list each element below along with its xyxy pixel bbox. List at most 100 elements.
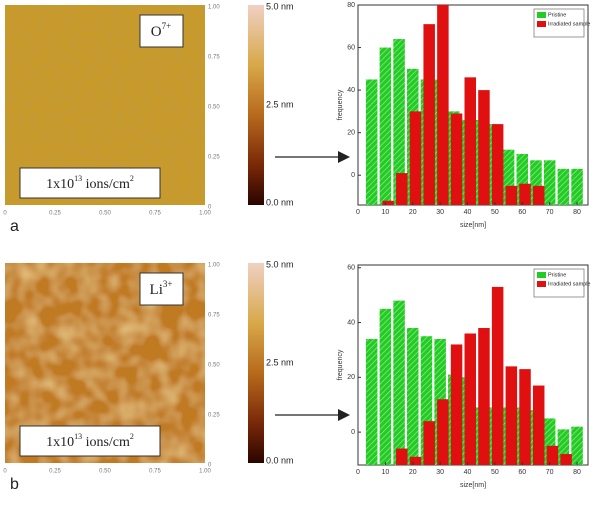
- afm-x-tick: 0: [3, 211, 7, 217]
- bar: [464, 333, 477, 465]
- fluence-unit: ions/cm: [82, 177, 130, 192]
- y-tick-label: 40: [347, 87, 355, 94]
- afm-x-tick: 0.75: [149, 469, 161, 475]
- fluence-unit: ions/cm: [82, 435, 130, 450]
- bar: [519, 369, 531, 465]
- bar: [532, 185, 545, 205]
- bar: [437, 5, 449, 205]
- y-tick-label: 0: [351, 172, 355, 179]
- legend-swatch: [537, 272, 546, 278]
- bar: [543, 418, 556, 465]
- afm-y-tick: 0: [208, 205, 212, 211]
- fluence-exp: 13: [74, 432, 82, 441]
- ion-charge: 7+: [162, 21, 172, 31]
- bar: [516, 153, 529, 205]
- bar: [379, 47, 392, 205]
- bar: [393, 300, 405, 465]
- colorbar: [248, 5, 264, 205]
- bar: [450, 113, 463, 205]
- bar: [491, 124, 504, 205]
- y-axis-label: frequency: [337, 349, 344, 380]
- x-tick-label: 70: [546, 209, 554, 216]
- ion-symbol: Li: [150, 282, 163, 298]
- afm-y-tick: 0.50: [208, 105, 220, 111]
- x-tick-label: 0: [356, 469, 360, 476]
- x-tick-label: 50: [491, 209, 499, 216]
- x-tick-label: 40: [464, 209, 472, 216]
- bar: [437, 399, 449, 465]
- bar: [491, 286, 504, 465]
- bar: [478, 90, 490, 205]
- fluence-unit-exp: 2: [130, 432, 134, 441]
- y-tick-label: 20: [347, 130, 355, 137]
- colorbar-label: 0.0 nm: [266, 197, 294, 207]
- afm-x-tick: 0: [3, 469, 7, 475]
- panel-label: a: [10, 218, 19, 235]
- afm-x-tick: 0.25: [49, 211, 61, 217]
- arrow-head: [338, 409, 350, 421]
- bar: [571, 426, 583, 465]
- x-tick-label: 80: [573, 209, 581, 216]
- bar: [379, 308, 392, 465]
- panel-label: b: [10, 476, 19, 493]
- bar: [365, 338, 378, 465]
- bar: [532, 385, 545, 465]
- legend-swatch: [537, 21, 546, 27]
- x-tick-label: 10: [381, 209, 389, 216]
- afm-y-tick: 0.75: [208, 55, 220, 61]
- bar: [393, 39, 405, 205]
- bar: [409, 456, 422, 465]
- fluence-label: 1x1013 ions/cm2: [46, 174, 134, 192]
- x-tick-label: 0: [356, 209, 360, 216]
- afm-x-tick: 0.50: [99, 211, 111, 217]
- bar: [543, 160, 556, 205]
- bar: [396, 448, 408, 465]
- bar: [557, 429, 570, 465]
- afm-x-tick: 0.75: [149, 211, 161, 217]
- fluence-box: [19, 425, 161, 457]
- colorbar-label: 5.0 nm: [266, 259, 294, 269]
- bar: [409, 111, 422, 205]
- bar: [382, 200, 394, 205]
- colorbar-label: 0.0 nm: [266, 455, 294, 465]
- afm-y-tick: 1.00: [208, 263, 220, 269]
- bar: [557, 168, 570, 205]
- legend-swatch: [537, 12, 546, 18]
- fluence-base: 1x10: [46, 435, 74, 450]
- afm-y-tick: 0.50: [208, 363, 220, 369]
- legend-label: Pristine: [548, 272, 566, 278]
- bar: [502, 149, 515, 205]
- y-tick-label: 60: [347, 44, 355, 51]
- colorbar: [248, 263, 264, 463]
- x-tick-label: 20: [409, 209, 417, 216]
- x-axis-label: size[nm]: [460, 222, 486, 229]
- afm-y-tick: 0.25: [208, 413, 220, 419]
- afm-x-tick: 1.00: [199, 469, 211, 475]
- bar: [571, 168, 583, 205]
- y-tick-label: 40: [347, 319, 355, 326]
- afm-x-tick: 0.50: [99, 469, 111, 475]
- bar: [505, 185, 518, 205]
- ion-label: O7+: [151, 21, 171, 40]
- fluence-box: [19, 167, 161, 199]
- bar: [505, 366, 518, 465]
- bar: [407, 328, 419, 465]
- y-tick-label: 60: [347, 265, 355, 272]
- arrow-head: [338, 151, 350, 163]
- x-tick-label: 40: [464, 469, 472, 476]
- x-tick-label: 60: [518, 469, 526, 476]
- afm-y-tick: 1.00: [208, 5, 220, 11]
- x-tick-label: 10: [381, 469, 389, 476]
- colorbar-label: 2.5 nm: [266, 99, 294, 109]
- x-axis-label: size[nm]: [460, 482, 486, 489]
- ion-box: [139, 272, 184, 306]
- afm-y-tick: 0.25: [208, 155, 220, 161]
- legend-swatch: [537, 281, 546, 287]
- x-tick-label: 60: [518, 209, 526, 216]
- fluence-exp: 13: [74, 174, 82, 183]
- x-tick-label: 30: [436, 469, 444, 476]
- ion-charge: 3+: [163, 279, 173, 289]
- afm-x-tick: 1.00: [199, 211, 211, 217]
- x-tick-label: 50: [491, 469, 499, 476]
- x-tick-label: 20: [409, 469, 417, 476]
